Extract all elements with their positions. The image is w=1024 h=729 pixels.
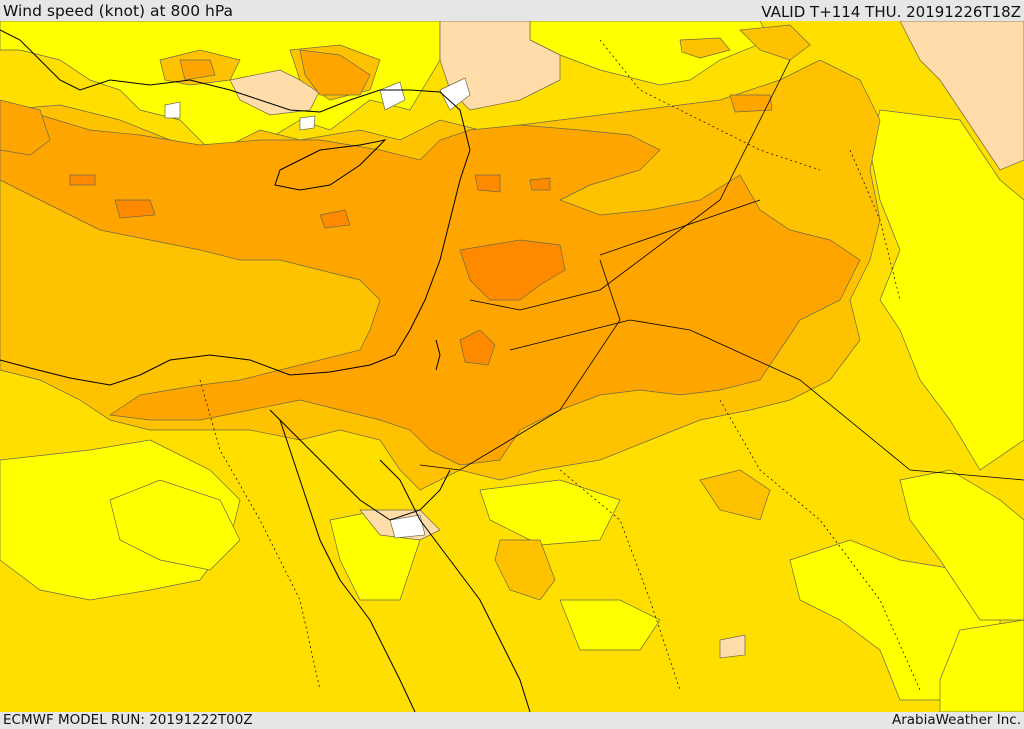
- province-borders: [199, 39, 921, 691]
- credit: ArabiaWeather Inc.: [891, 712, 1021, 728]
- model-run: ECMWF MODEL RUN: 20191222T00Z: [3, 712, 253, 728]
- coastlines: [0, 29, 531, 712]
- header-bar: Wind speed (knot) at 800 hPa VALID T+114…: [0, 0, 1024, 21]
- wind-band-lt-10: [164, 77, 471, 539]
- wind-speed-map: [0, 21, 1024, 712]
- footer-bar: ECMWF MODEL RUN: 20191222T00Z ArabiaWeat…: [0, 712, 1024, 729]
- map-title: Wind speed (knot) at 800 hPa: [3, 2, 234, 20]
- wind-band-35-40: [69, 174, 566, 366]
- wind-band-15-20: [0, 21, 1024, 712]
- valid-time: VALID T+114 THU. 20191226T18Z: [761, 3, 1021, 21]
- country-borders: [419, 59, 1024, 481]
- wind-band-30-35: [0, 49, 861, 466]
